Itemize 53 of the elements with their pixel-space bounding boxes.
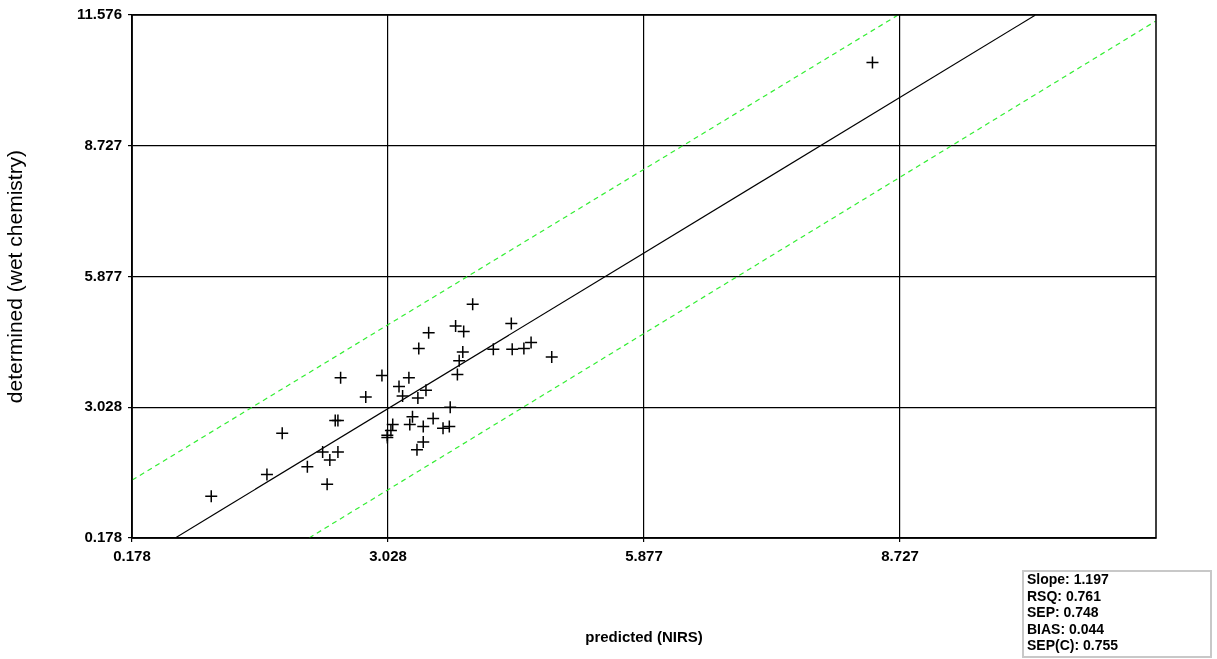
y-tick-label: 11.576 xyxy=(76,5,122,23)
point xyxy=(544,350,559,364)
point xyxy=(436,421,450,435)
point xyxy=(421,326,436,340)
text: BIAS: 0.044 xyxy=(1027,620,1106,637)
y-tick-label: 0.178 xyxy=(84,528,122,546)
point xyxy=(333,371,348,385)
point xyxy=(375,368,389,383)
point xyxy=(426,411,440,426)
point xyxy=(416,435,431,449)
point xyxy=(331,445,345,459)
point xyxy=(416,419,431,434)
point xyxy=(419,383,433,397)
y-tick-label: 5.877 xyxy=(84,266,122,284)
point xyxy=(405,410,420,424)
point xyxy=(505,342,519,357)
text: RSQ: 0.761 xyxy=(1027,587,1102,604)
point xyxy=(450,367,465,382)
point xyxy=(204,489,218,503)
point xyxy=(260,467,274,482)
point xyxy=(486,342,501,357)
x-tick-label: 3.028 xyxy=(369,547,407,565)
point xyxy=(300,460,315,474)
point xyxy=(385,417,400,432)
point xyxy=(395,389,410,403)
point xyxy=(517,341,531,356)
point xyxy=(865,55,880,70)
point xyxy=(403,417,417,432)
point xyxy=(412,341,426,356)
x-axis-title: predicted (NIRS) xyxy=(585,628,703,646)
text: Slope: 1.197 xyxy=(1027,571,1110,588)
point xyxy=(411,391,425,405)
x-tick-label: 0.178 xyxy=(113,547,151,565)
point xyxy=(524,335,538,350)
point xyxy=(504,316,519,331)
y-tick-label: 8.727 xyxy=(84,135,122,153)
point xyxy=(452,354,466,368)
point xyxy=(465,297,480,312)
point xyxy=(384,423,398,438)
x-tick-label: 5.877 xyxy=(625,547,663,565)
point xyxy=(359,390,373,404)
y-tick-label: 3.028 xyxy=(84,397,122,415)
point xyxy=(442,419,457,434)
y-axis-title: determined (wet chemistry) xyxy=(3,149,27,404)
x-tick-label: 8.727 xyxy=(881,547,919,565)
point xyxy=(320,477,334,491)
text: SEP: 0.748 xyxy=(1027,604,1100,621)
point xyxy=(392,379,406,394)
point xyxy=(275,426,289,441)
point xyxy=(402,371,416,385)
text: SEP(C): 0.755 xyxy=(1027,637,1120,654)
point xyxy=(410,443,424,457)
point xyxy=(456,345,470,359)
